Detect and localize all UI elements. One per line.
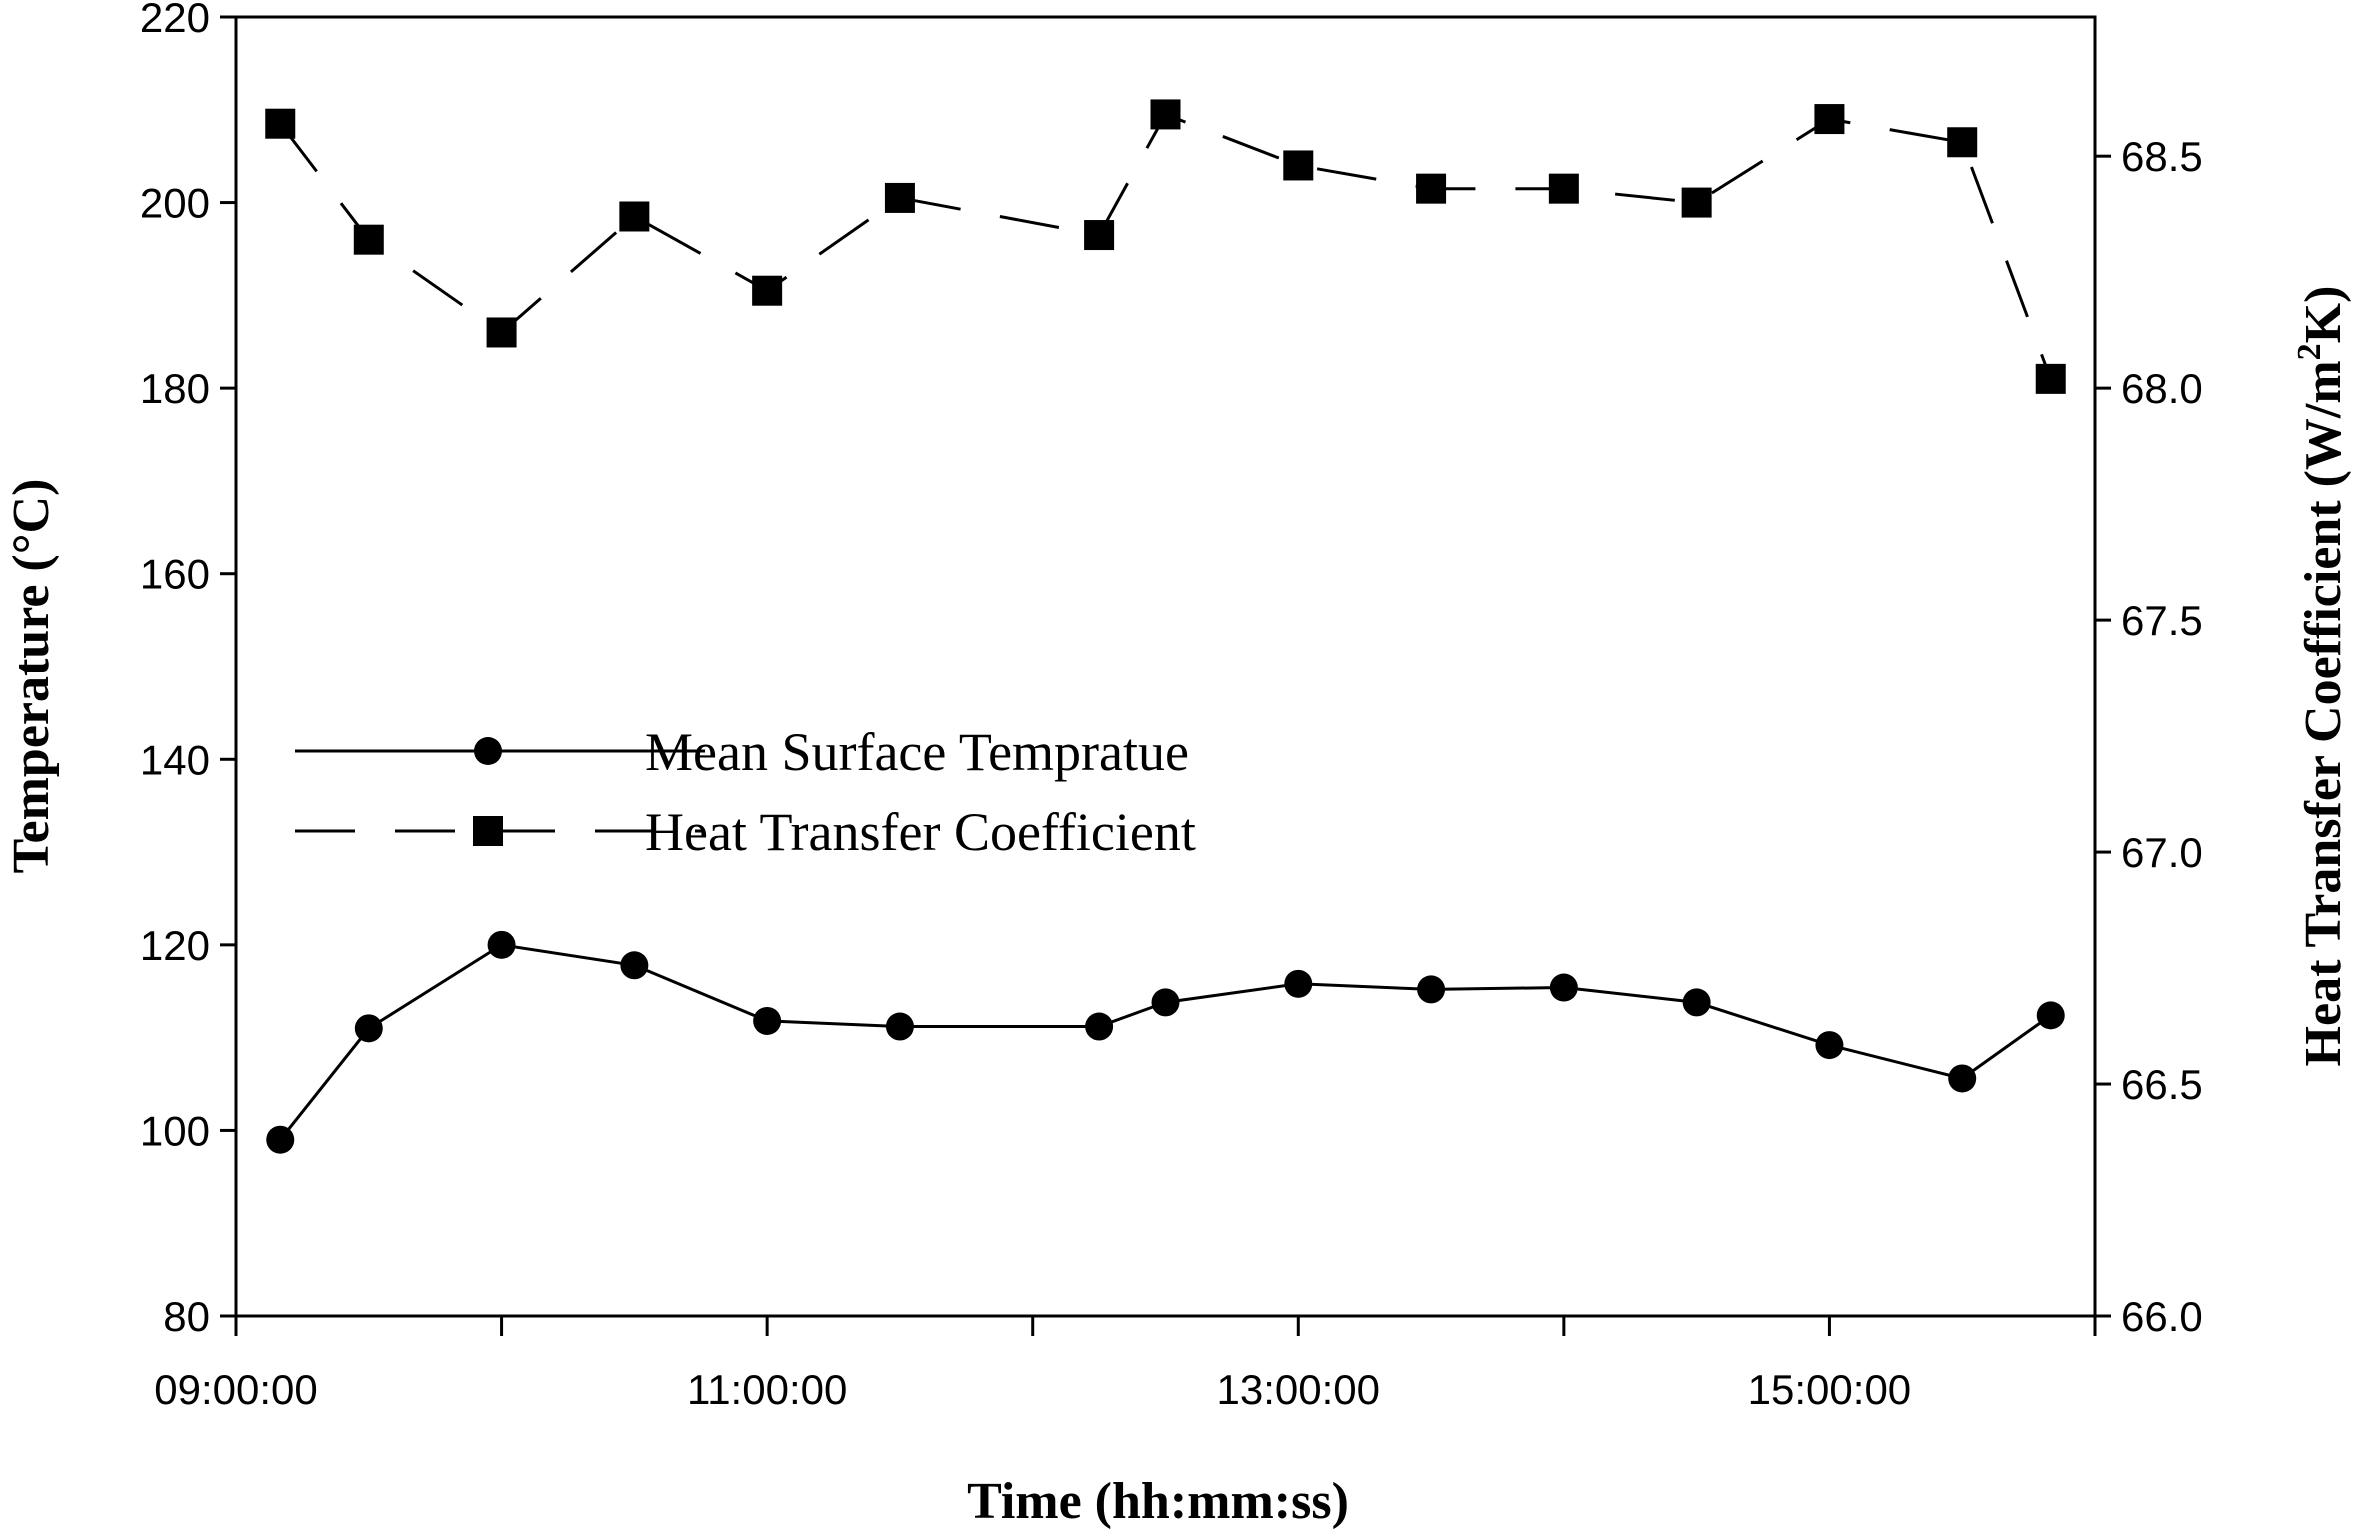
data-point-htc <box>486 317 517 348</box>
data-point-temperature <box>1549 973 1578 1002</box>
y-right-tick-label: 68.0 <box>2121 365 2203 412</box>
y-axis-right-title: Heat Transfer Coefficient (W/m2K) <box>2291 286 2352 1067</box>
data-point-temperature <box>1417 975 1446 1004</box>
data-point-temperature <box>2036 1001 2065 1030</box>
data-point-htc <box>884 182 915 213</box>
y-left-tick-label: 160 <box>140 551 210 598</box>
y-right-tick-label: 66.5 <box>2121 1061 2203 1108</box>
data-point-htc <box>265 108 296 139</box>
data-point-htc <box>1814 104 1845 135</box>
y-right-tick-label: 68.5 <box>2121 133 2203 180</box>
data-point-temperature <box>1284 969 1313 998</box>
legend-marker-circle <box>474 737 502 765</box>
data-point-htc <box>1084 220 1115 251</box>
x-axis-title: Time (hh:mm:ss) <box>967 1473 1349 1530</box>
y-axis-right-title-main: Heat Transfer Coefficient (W/m <box>2295 360 2352 1066</box>
data-point-htc <box>1283 150 1314 181</box>
y-right-tick-label: 67.5 <box>2121 597 2203 644</box>
y-left-tick-label: 180 <box>140 365 210 412</box>
series-line-htc <box>279 112 2053 380</box>
legend-label-temperature: Mean Surface Tempratue <box>645 722 1189 782</box>
axes-layer: 80 100 120 140 160 180 200 220 66.0 66.5 67.0 67.5 6… <box>140 0 2203 1413</box>
y-left-tick-label: 140 <box>140 736 210 783</box>
x-tick-label: 11:00:00 <box>687 1366 847 1413</box>
x-tick-label: 09:00:00 <box>154 1366 318 1413</box>
x-tick-label: 13:00:00 <box>1217 1366 1381 1413</box>
data-point-htc <box>1150 99 1181 130</box>
data-point-htc <box>2035 363 2066 394</box>
data-point-htc <box>752 275 783 306</box>
legend-marker-square <box>473 816 503 846</box>
data-point-temperature <box>620 951 649 980</box>
series-layer <box>265 99 2066 1154</box>
y-left-tick-label: 100 <box>140 1107 210 1154</box>
y-axis-left-title: Temperature (°C) <box>3 479 60 874</box>
data-point-temperature <box>487 930 516 959</box>
legend: Mean Surface Tempratue Heat Transfer Coe… <box>295 722 1196 862</box>
data-point-temperature <box>753 1006 782 1035</box>
data-point-htc <box>619 201 650 232</box>
y-left-tick-label: 80 <box>163 1293 210 1340</box>
y-axis-right-title-sup: 2 <box>2291 343 2328 360</box>
data-point-temperature <box>885 1012 914 1041</box>
y-right-tick-label: 67.0 <box>2121 829 2203 876</box>
plot-frame <box>234 15 2097 1318</box>
y-axis-right-title-end: K) <box>2295 286 2352 344</box>
data-point-htc <box>353 224 384 255</box>
data-point-temperature <box>1948 1064 1977 1093</box>
data-point-htc <box>1416 173 1447 204</box>
data-point-temperature <box>1085 1012 1114 1041</box>
data-point-temperature <box>354 1014 383 1043</box>
y-right-tick-label: 66.0 <box>2121 1293 2203 1340</box>
data-point-temperature <box>266 1125 295 1154</box>
y-left-tick-label: 220 <box>140 0 210 41</box>
data-point-htc <box>1681 187 1712 218</box>
data-point-temperature <box>1151 988 1180 1017</box>
data-point-temperature <box>1682 988 1711 1017</box>
data-point-temperature <box>1815 1031 1844 1060</box>
y-left-tick-label: 200 <box>140 180 210 227</box>
legend-label-htc: Heat Transfer Coefficient <box>645 802 1196 862</box>
y-left-tick-label: 120 <box>140 922 210 969</box>
data-point-htc <box>1548 173 1579 204</box>
series-line-temperature <box>279 943 2052 1141</box>
data-point-htc <box>1947 127 1978 158</box>
x-tick-label: 15:00:00 <box>1748 1366 1912 1413</box>
